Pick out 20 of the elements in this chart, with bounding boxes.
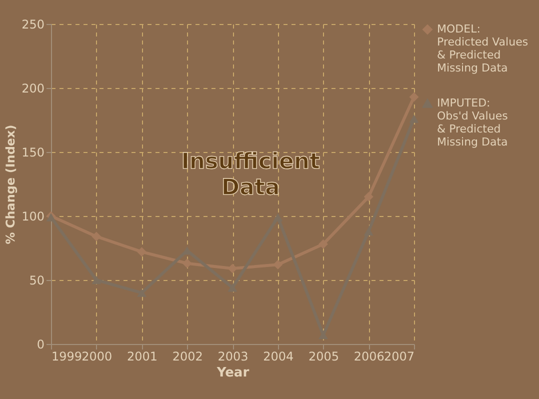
legend-label: IMPUTED: Obs'd Values & Predicted Missing Data bbox=[437, 96, 508, 148]
x-tick-label: 2004 bbox=[263, 350, 294, 364]
x-tick-label: 2007 bbox=[384, 350, 414, 364]
y-tick-label: 50 bbox=[29, 274, 44, 288]
x-tick-label: 2001 bbox=[126, 350, 158, 364]
y-tick-label: 0 bbox=[36, 338, 44, 352]
y-tick-label: 150 bbox=[22, 146, 44, 160]
y-tick-label: 200 bbox=[22, 82, 44, 96]
x-axis-title: Year bbox=[216, 366, 250, 380]
x-tick-label: 2002 bbox=[172, 350, 203, 364]
x-tick-label: 2006 bbox=[354, 350, 384, 364]
y-axis-title: % Change (Index) bbox=[4, 124, 18, 244]
annotation: Insufficient Data bbox=[181, 150, 321, 201]
y-tick-label: 250 bbox=[22, 18, 44, 32]
legend-label: MODEL: Predicted Values & Predicted Missing Data bbox=[437, 22, 528, 74]
x-tick-label: 2005 bbox=[308, 350, 340, 364]
y-tick-label: 100 bbox=[22, 210, 44, 224]
x-tick-label: 1999 bbox=[52, 350, 82, 364]
x-tick-label: 2000 bbox=[82, 350, 112, 364]
x-tick-label: 2003 bbox=[218, 350, 248, 364]
